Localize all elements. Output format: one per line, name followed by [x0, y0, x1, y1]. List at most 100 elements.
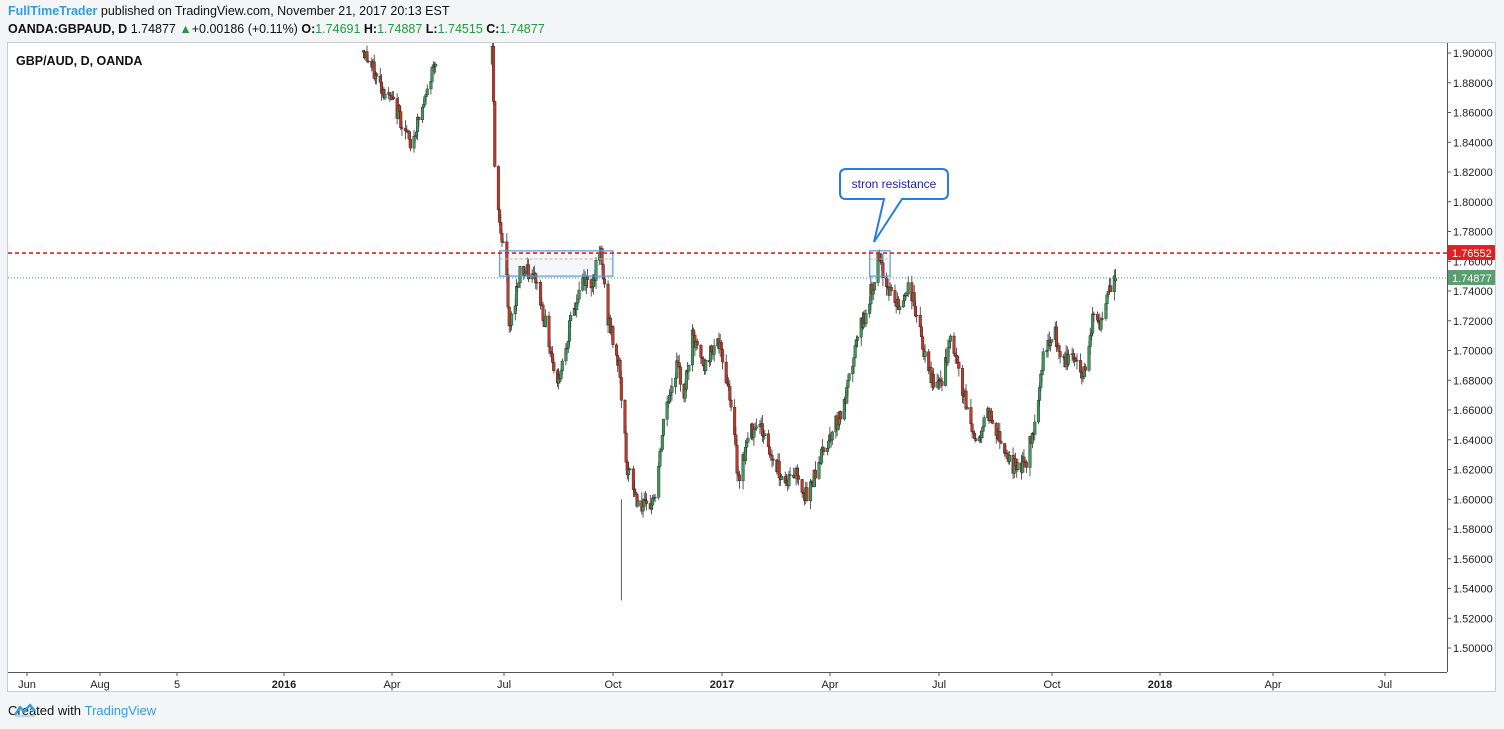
candle-up — [1016, 462, 1020, 471]
y-tick-label: 1.54000 — [1453, 584, 1493, 596]
x-tick-label: Apr — [821, 679, 838, 691]
candle-up — [906, 282, 910, 294]
candle-up — [674, 377, 678, 387]
candle-down — [1092, 313, 1096, 315]
candle-up — [1114, 277, 1118, 281]
candle-up — [560, 360, 564, 372]
candle-up — [817, 462, 821, 479]
open-label: O: — [301, 22, 316, 36]
tradingview-logo-icon — [14, 703, 36, 717]
high-label: H: — [363, 22, 378, 36]
candle-down — [392, 96, 396, 99]
ohlc-line: OANDA:GBPAUD, D 1.74877 ▲+0.00186 (+0.11… — [8, 22, 545, 36]
candle-down — [611, 326, 615, 346]
x-tick-label: Jun — [18, 679, 36, 691]
low-label: L: — [425, 22, 438, 36]
candle-up — [852, 357, 856, 367]
chart-title: GBP/AUD, D, OANDA — [16, 54, 142, 68]
candle-up — [830, 431, 834, 441]
candle-down — [492, 46, 496, 102]
high-value: 1.74887 — [377, 22, 423, 36]
candle-down — [541, 304, 545, 321]
candle-down — [493, 101, 497, 167]
close-label: C: — [486, 22, 500, 36]
y-tick-label: 1.84000 — [1453, 137, 1493, 149]
candlestick-chart[interactable]: 1.90000 1.88000 1.86000 1.84000 1.82000 1.800… — [8, 43, 1496, 692]
candle-down — [822, 447, 826, 452]
candle-down — [970, 423, 974, 432]
candle-down — [619, 377, 623, 401]
y-tick-label: 1.50000 — [1453, 643, 1493, 655]
candle-down — [408, 139, 412, 149]
candle-down — [766, 433, 770, 448]
candle-down — [999, 441, 1003, 444]
y-tick-label: 1.60000 — [1453, 494, 1493, 506]
candle-down — [940, 380, 944, 386]
candle-up — [780, 476, 784, 480]
symbol-label: OANDA:GBPAUD, D — [8, 22, 128, 36]
candle-down — [960, 368, 964, 396]
candle-up — [628, 468, 632, 471]
low-value: 1.74515 — [437, 22, 483, 36]
resistance-zone — [498, 250, 614, 277]
candle-down — [496, 166, 500, 211]
candle-down — [645, 500, 649, 504]
last-price-tag — [1448, 269, 1495, 285]
candle-down — [375, 73, 379, 77]
candle-down — [974, 438, 978, 441]
close-value: 1.74877 — [499, 22, 545, 36]
x-tick-label: Oct — [1043, 679, 1060, 691]
candle-up — [746, 437, 750, 443]
author-link[interactable]: FullTimeTrader — [8, 4, 98, 18]
candle-up — [627, 469, 631, 476]
candle-down — [839, 411, 843, 420]
candle-up — [1112, 275, 1116, 292]
chart-panel[interactable]: 1.90000 1.88000 1.86000 1.84000 1.82000 1.800… — [7, 42, 1496, 692]
created-with-text: Created with — [8, 703, 81, 718]
y-tick-label: 1.68000 — [1453, 375, 1493, 387]
candle-up — [856, 336, 860, 341]
candle-up — [501, 241, 505, 243]
candle-up — [948, 335, 952, 342]
annotation-text: stron resistance — [852, 177, 937, 191]
candle-down — [885, 277, 889, 287]
x-tick-label: Jul — [1378, 679, 1392, 691]
candle-up — [577, 289, 581, 300]
resistance-price-label: 1.76552 — [1452, 248, 1492, 260]
candle-up — [518, 266, 522, 284]
change-value: +0.00186 (+0.11%) — [191, 22, 298, 36]
candle-up — [636, 500, 640, 507]
y-tick-label: 1.74000 — [1453, 286, 1493, 298]
candle-up — [1007, 455, 1011, 462]
candle-up — [543, 315, 547, 327]
candle-down — [721, 349, 725, 363]
candle-down — [957, 362, 961, 369]
x-tick-label: 2018 — [1148, 679, 1172, 691]
y-tick-label: 1.52000 — [1453, 613, 1493, 625]
y-tick-label: 1.70000 — [1453, 346, 1493, 358]
candle-down — [602, 278, 606, 285]
candle-up — [687, 364, 691, 372]
candle-down — [678, 366, 682, 385]
candle-down — [998, 431, 1002, 442]
y-tick-label: 1.88000 — [1453, 78, 1493, 90]
candle-down — [771, 459, 775, 461]
x-tick-label: Aug — [90, 679, 110, 691]
candle-up — [670, 386, 674, 393]
candle-down — [624, 432, 628, 463]
candle-down — [729, 400, 733, 408]
candle-down — [719, 342, 723, 350]
candle-up — [675, 360, 679, 379]
candle-up — [662, 418, 666, 436]
candle-down — [1083, 366, 1087, 371]
candle-up — [1100, 318, 1104, 320]
candle-down — [366, 60, 370, 63]
candle-up — [923, 351, 927, 357]
candle-up — [872, 282, 876, 291]
tradingview-link[interactable]: TradingView — [84, 703, 157, 718]
last-price-label: 1.74877 — [1452, 273, 1492, 285]
y-tick-label: 1.62000 — [1453, 465, 1493, 477]
candle-down — [527, 264, 531, 280]
candle-down — [805, 487, 809, 502]
candle-down — [695, 341, 699, 346]
